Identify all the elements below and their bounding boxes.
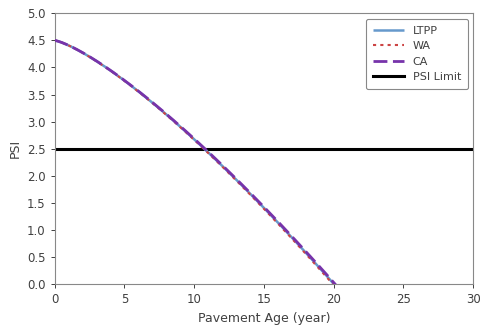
LTPP [52,38,58,42]
LTPP [240,185,246,189]
LTPP [259,204,264,208]
LTPP [337,290,343,294]
CA [219,164,225,167]
Line: WA: WA [55,40,403,333]
Y-axis label: PSI: PSI [8,139,21,158]
LTPP [217,162,223,166]
X-axis label: Pavement Age (year): Pavement Age (year) [197,312,329,325]
Line: LTPP: LTPP [55,40,403,333]
CA [259,203,264,207]
WA [259,205,264,209]
CA [217,161,223,165]
LTPP [219,164,225,168]
Legend: LTPP, WA, CA, PSI Limit: LTPP, WA, CA, PSI Limit [366,19,467,89]
Line: CA: CA [55,40,403,333]
WA [219,165,225,169]
CA [337,288,343,292]
CA [240,184,246,188]
WA [337,291,343,295]
WA [52,38,58,42]
CA [52,38,58,42]
WA [240,185,246,189]
WA [217,163,223,167]
